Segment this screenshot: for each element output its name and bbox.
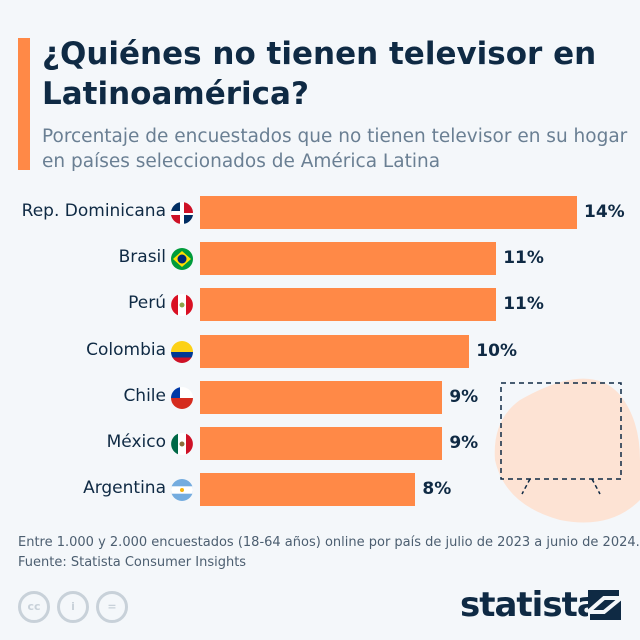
chart-subtitle: Porcentaje de encuestados que no tienen … [42,126,628,172]
cc-icon[interactable]: cc [18,591,50,623]
mexico-flag-icon [171,433,193,455]
data-label: 14% [584,202,625,222]
category-label: México [106,432,166,452]
data-label: 11% [503,294,544,315]
attribution-icon[interactable]: i [57,591,89,623]
bar [200,196,577,229]
footnote: Entre 1.000 y 2.000 encuestados (18-64 a… [18,533,640,573]
bar [200,242,497,276]
data-label: 11% [503,248,544,269]
bar [200,334,470,368]
category-label: Rep. Dominicana [21,201,166,221]
bar [200,427,443,460]
chile-flag-icon [171,386,193,409]
argentina-flag-icon [171,479,193,502]
data-label: 9% [449,386,479,407]
dominican-republic-flag-icon [171,202,193,224]
category-label: Argentina [83,478,166,499]
data-label: 8% [422,479,452,500]
bar [200,473,416,507]
chart-title: ¿Quiénes no tienen televisor en Latinoam… [42,36,597,112]
statista-logo[interactable]: statista [460,585,600,625]
bar [200,380,443,414]
source: Fuente: Statista Consumer Insights [18,555,247,570]
category-label: Colombia [86,339,166,360]
brazil-flag-icon [171,248,193,271]
category-label: Brasil [118,247,166,268]
peru-flag-icon [171,294,193,317]
colombia-flag-icon [171,340,193,363]
category-label: Chile [123,385,166,406]
statista-logo-icon [588,590,621,620]
category-label: Perú [128,293,166,314]
data-label: 10% [476,340,517,361]
bar [200,288,497,322]
accent-bar [18,38,30,170]
no-derivatives-icon[interactable]: = [96,591,128,623]
data-label: 9% [449,433,479,453]
survey-note: Entre 1.000 y 2.000 encuestados (18-64 a… [18,535,640,550]
